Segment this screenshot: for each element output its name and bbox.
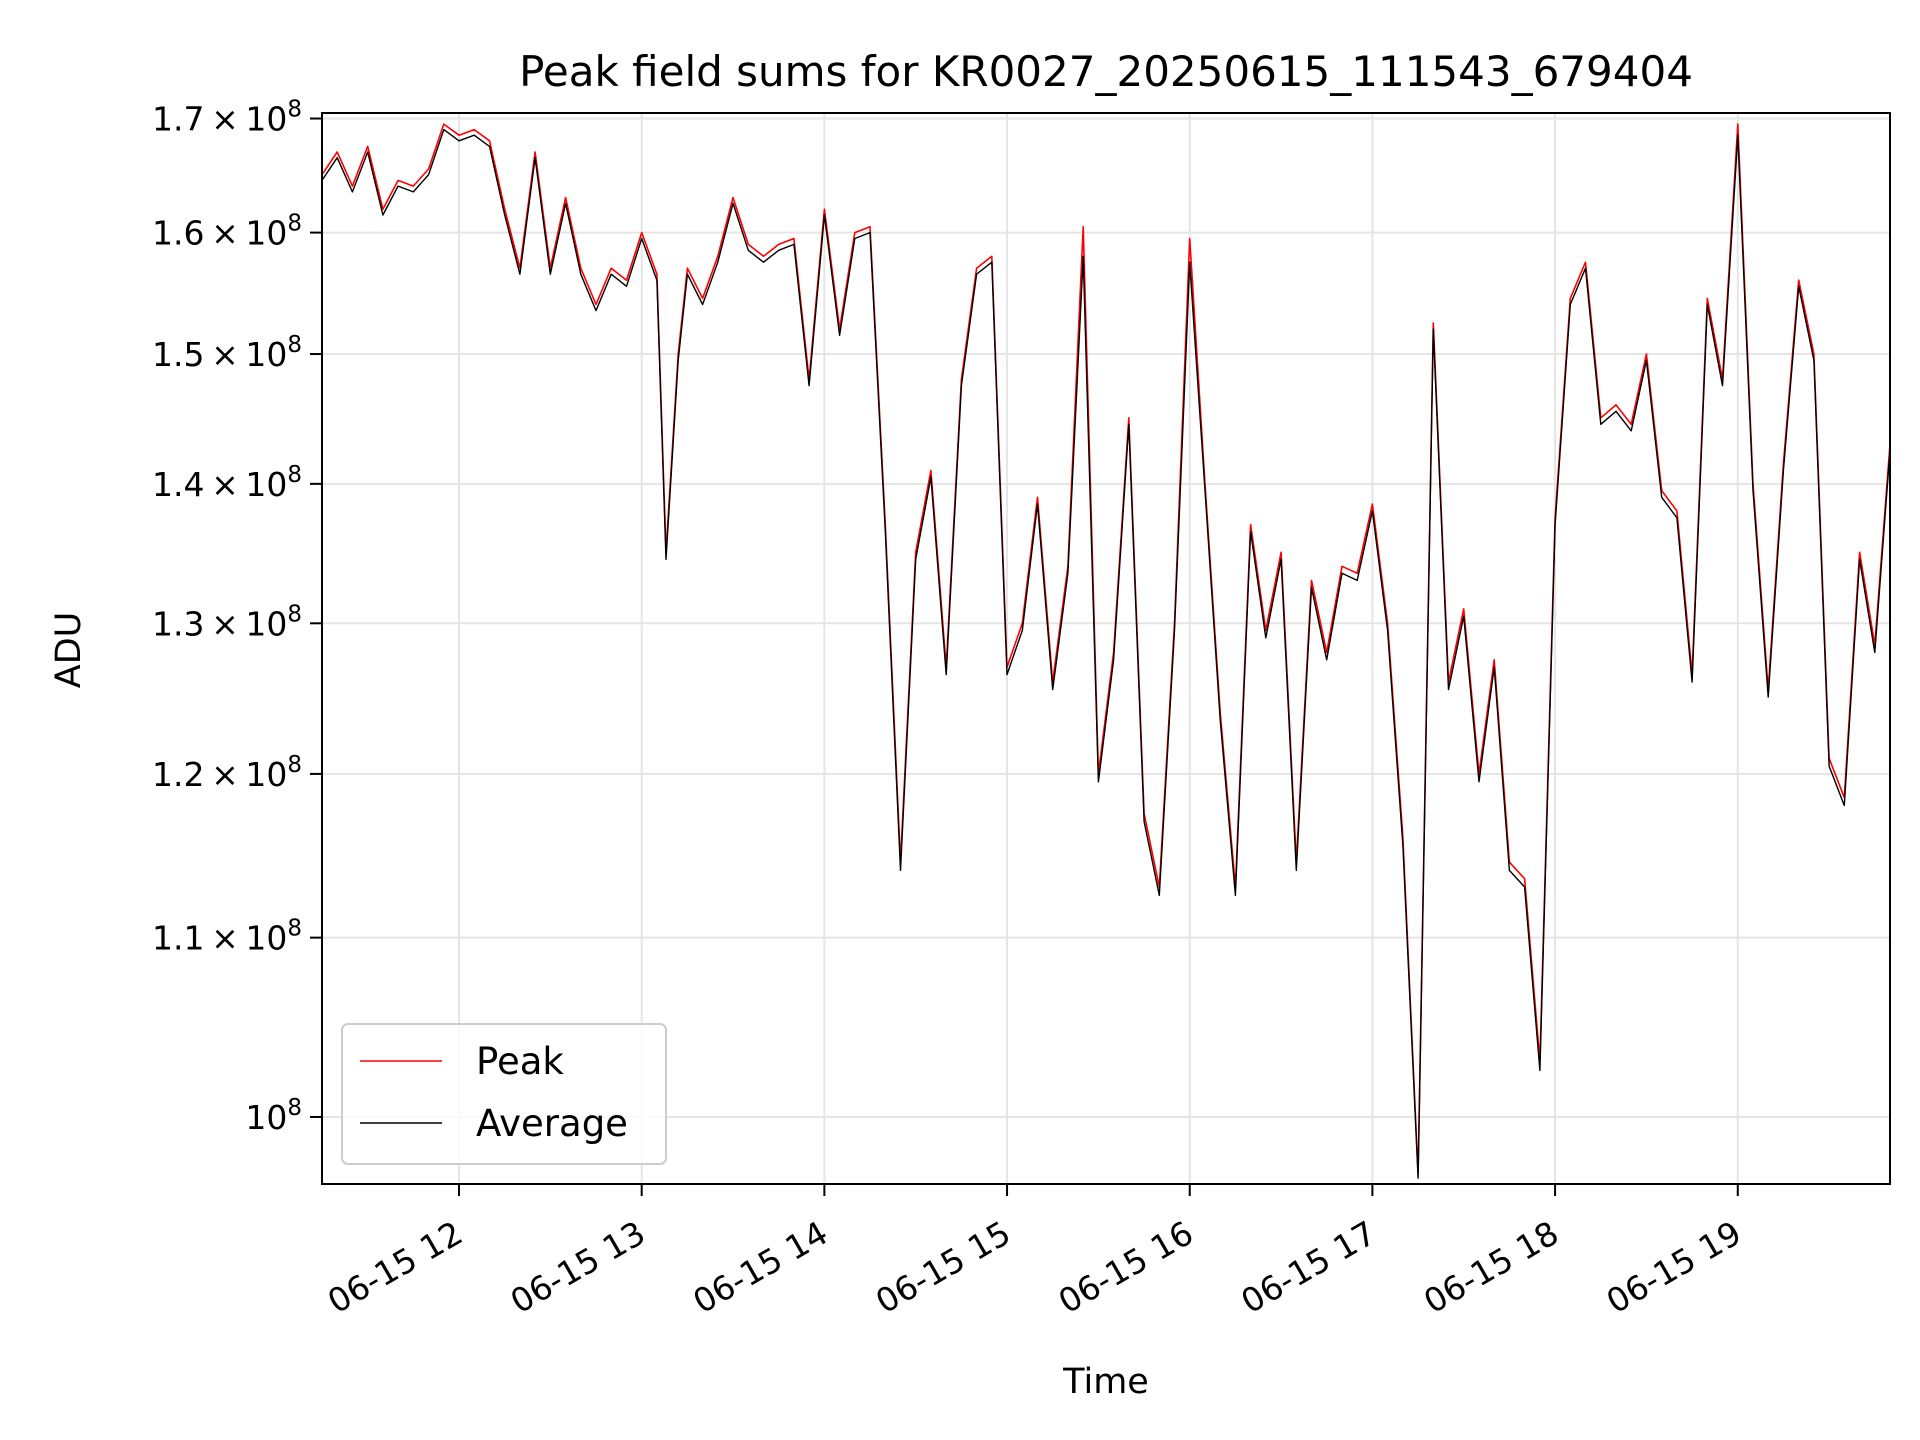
y-tick-label: 108	[245, 1095, 302, 1137]
plot-frame	[321, 112, 1891, 1185]
y-tick-mantissa: 1.4	[152, 465, 204, 504]
legend-label-average: Average	[476, 1102, 628, 1145]
y-tick-mantissa: 1.3	[152, 604, 204, 643]
y-tick-exponent: 8	[287, 752, 302, 778]
y-tick-label: 1.1 × 108	[152, 916, 302, 958]
legend-box	[341, 1023, 667, 1165]
y-tick-mantissa: 1.7	[152, 100, 204, 139]
y-tick-mantissa: 1.2	[152, 755, 204, 794]
y-axis-label: ADU	[49, 612, 89, 689]
y-tick-exponent: 8	[287, 97, 302, 123]
y-tick-label: 1.6 × 108	[152, 211, 302, 253]
y-tick-mantissa: 1.1	[152, 919, 204, 958]
y-tick-mantissa: 1.5	[152, 335, 204, 374]
y-tick-exponent: 8	[287, 601, 302, 627]
y-tick-exponent: 8	[287, 916, 302, 942]
y-tick-mantissa: 1.6	[152, 214, 204, 253]
legend: Peak Average	[341, 1023, 667, 1165]
y-tick-exponent: 8	[287, 462, 302, 488]
chart-title: Peak field sums for KR0027_20250615_1115…	[519, 47, 1693, 96]
x-axis-label: Time	[1062, 1362, 1149, 1402]
y-tick-exponent: 8	[287, 1095, 302, 1121]
legend-label-peak: Peak	[476, 1040, 564, 1083]
y-tick-label: 1.5 × 108	[152, 332, 302, 374]
y-tick-label: 1.4 × 108	[152, 462, 302, 504]
y-tick-label: 1.3 × 108	[152, 601, 302, 643]
series-line-average	[322, 128, 1890, 1179]
y-tick-label: 1.2 × 108	[152, 752, 302, 794]
y-tick-exponent: 8	[287, 211, 302, 237]
y-tick-exponent: 8	[287, 332, 302, 358]
series-layer	[322, 123, 1890, 1179]
y-tick-label: 1.7 × 108	[152, 97, 302, 139]
